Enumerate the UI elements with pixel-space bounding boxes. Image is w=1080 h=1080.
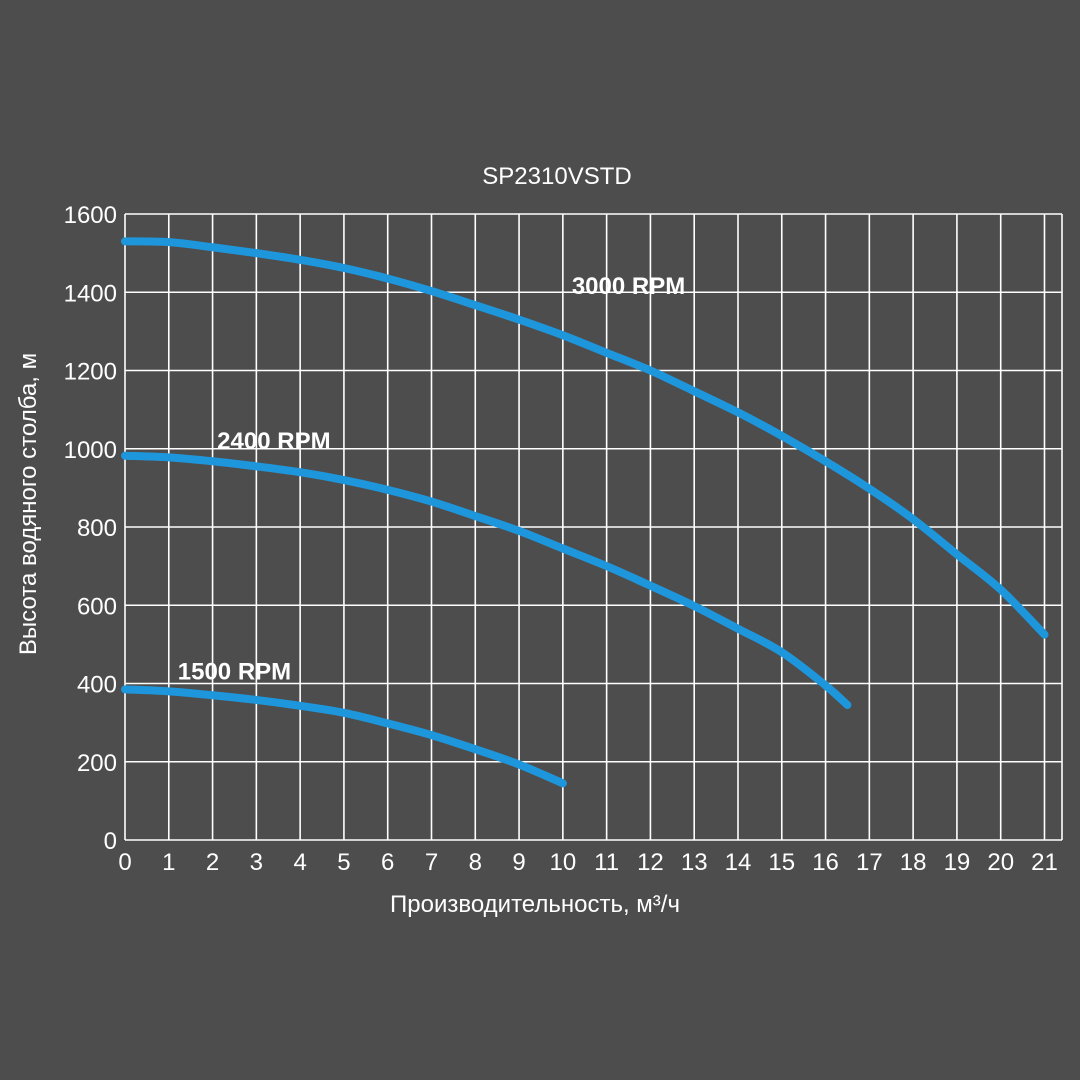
x-tick-label: 3 <box>250 849 263 876</box>
x-tick-label: 6 <box>381 849 394 876</box>
x-tick-label: 2 <box>206 849 219 876</box>
y-tick-label: 800 <box>77 515 117 542</box>
y-tick-label: 600 <box>77 593 117 620</box>
y-tick-label: 1600 <box>64 202 117 229</box>
y-tick-label: 1400 <box>64 280 117 307</box>
x-tick-label: 4 <box>293 849 306 876</box>
y-tick-label: 200 <box>77 750 117 777</box>
series-line-2400-rpm <box>121 451 852 710</box>
chart-title: SP2310VSTD <box>482 163 631 190</box>
x-tick-label: 10 <box>549 849 576 876</box>
series-label-1500-rpm: 1500 RPM <box>178 659 291 686</box>
x-tick-label: 9 <box>512 849 525 876</box>
x-tick-label: 16 <box>812 849 839 876</box>
x-tick-label: 12 <box>637 849 664 876</box>
y-axis-label: Высота водяного столба, м <box>15 353 42 655</box>
x-tick-label: 21 <box>1031 849 1058 876</box>
x-tick-label: 13 <box>681 849 708 876</box>
series-line-3000-rpm <box>121 237 1049 639</box>
y-axis-ticks: 0 200 400 600 800 1000 1200 1400 1600 <box>64 202 117 855</box>
x-tick-label: 14 <box>725 849 752 876</box>
x-tick-label: 20 <box>987 849 1014 876</box>
y-tick-label: 1000 <box>64 437 117 464</box>
x-tick-label: 15 <box>768 849 795 876</box>
series-line-1500-rpm <box>121 685 567 788</box>
x-tick-label: 7 <box>425 849 438 876</box>
x-tick-label: 11 <box>594 849 619 876</box>
x-tick-label: 5 <box>337 849 350 876</box>
x-axis-label: Производительность, м³/ч <box>390 891 680 918</box>
x-tick-label: 0 <box>118 849 131 876</box>
grid <box>124 213 1063 841</box>
x-tick-label: 1 <box>162 849 175 876</box>
y-tick-label: 1200 <box>64 359 117 386</box>
x-tick-label: 18 <box>900 849 927 876</box>
x-tick-label: 8 <box>469 849 482 876</box>
y-tick-label: 400 <box>77 672 117 699</box>
x-tick-label: 19 <box>944 849 971 876</box>
series-label-3000-rpm: 3000 RPM <box>572 273 685 300</box>
series-labels: 3000 RPM 2400 RPM 1500 RPM <box>178 273 685 685</box>
series-group <box>121 237 1049 788</box>
series-label-2400-rpm: 2400 RPM <box>217 428 330 455</box>
x-tick-label: 17 <box>856 849 883 876</box>
y-tick-label: 0 <box>104 828 117 855</box>
x-axis-ticks: 0 1 2 3 4 5 6 7 8 9 10 11 12 13 14 15 16 17 18 19 20 21 <box>118 849 1058 876</box>
